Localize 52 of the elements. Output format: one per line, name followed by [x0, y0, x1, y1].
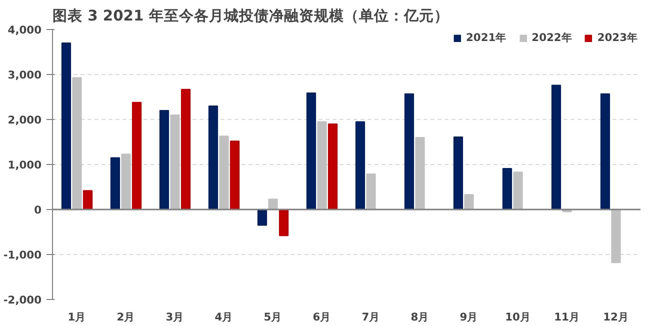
bar: [502, 168, 512, 210]
x-tick-label: 6月: [312, 310, 332, 324]
bar: [170, 114, 180, 210]
bar: [82, 190, 93, 210]
bar: [72, 77, 82, 210]
x-tick-label: 1月: [68, 310, 86, 324]
bar: [317, 121, 327, 210]
x-tick-label: 12月: [603, 310, 629, 324]
y-tick-label: -2,000: [3, 294, 42, 306]
bar: [121, 154, 131, 210]
bar: [208, 106, 218, 210]
bar: [404, 93, 414, 210]
y-tick-label: 2,000: [8, 114, 42, 126]
x-tick-label: 8月: [410, 310, 430, 324]
bar: [611, 209, 621, 264]
y-tick-label: 0: [34, 204, 42, 216]
y-tick-label: -1,000: [3, 248, 42, 262]
bar: [110, 157, 120, 210]
x-tick-label: 10月: [505, 310, 531, 324]
bar: [180, 88, 191, 210]
x-tick-label: 7月: [362, 310, 380, 324]
x-tick-label: 9月: [460, 310, 478, 324]
y-tick-label: 4,000: [8, 24, 42, 36]
bar: [306, 92, 316, 210]
x-tick-label: 4月: [214, 310, 234, 324]
x-tick-label: 5月: [264, 310, 282, 324]
bar: [600, 93, 610, 210]
bar: [513, 172, 523, 210]
bar: [415, 137, 425, 210]
bar: [278, 209, 289, 236]
bar: [464, 194, 474, 210]
chart-title: 图表 3 2021 年至今各月城投债净融资规模（单位：亿元）: [52, 8, 449, 24]
bar: [132, 102, 142, 210]
legend-label: 2021年: [466, 31, 507, 45]
bar: [551, 84, 562, 210]
bar: [257, 209, 268, 226]
bar: [268, 198, 278, 210]
legend-label: 2022年: [532, 31, 572, 45]
bar: [355, 121, 366, 210]
bar: [328, 124, 338, 210]
bar: [453, 136, 464, 210]
x-tick-label: 11月: [554, 310, 580, 324]
x-tick-label: 3月: [166, 310, 184, 324]
x-tick-label: 2月: [116, 310, 136, 324]
bar: [366, 173, 376, 210]
bar: [61, 42, 72, 210]
legend-label: 2023年: [597, 31, 638, 45]
y-tick-label: 1,000: [8, 158, 42, 172]
bar: [219, 136, 229, 210]
bar: [230, 140, 240, 210]
y-tick-label: 3,000: [8, 68, 42, 82]
bar: [159, 110, 170, 210]
